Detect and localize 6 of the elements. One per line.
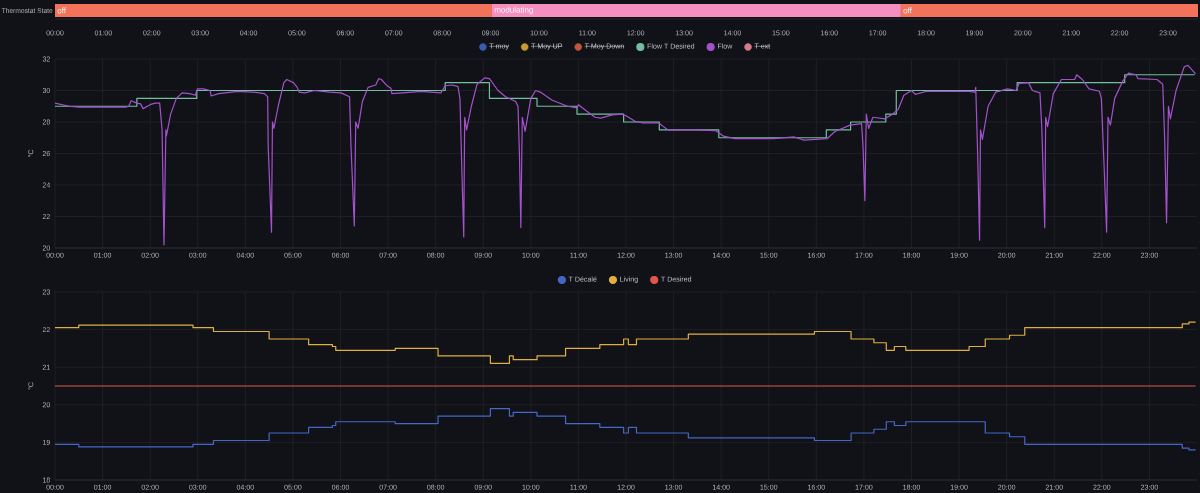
data-label: modulating bbox=[494, 6, 533, 15]
bar bbox=[55, 4, 492, 17]
data-label: off bbox=[903, 7, 912, 14]
bar bbox=[491, 4, 901, 17]
data-label: off bbox=[57, 7, 67, 14]
bar bbox=[900, 4, 1199, 17]
